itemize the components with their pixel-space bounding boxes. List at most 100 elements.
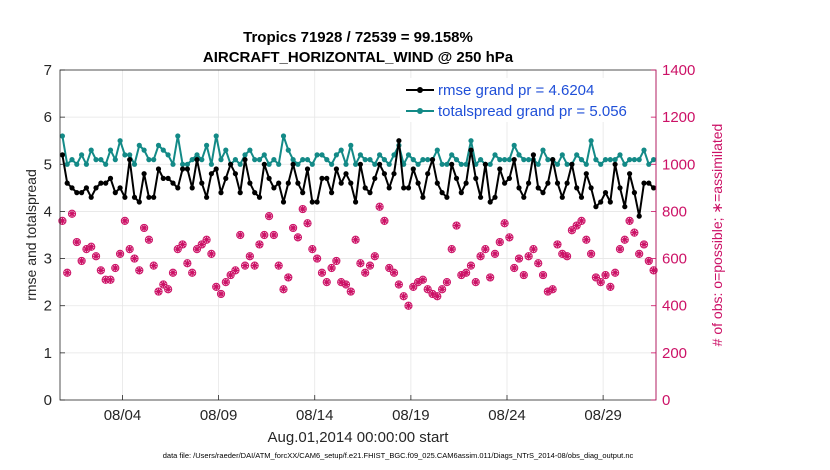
obs-assimilated-marker: [145, 236, 153, 243]
rmse-point: [122, 194, 128, 200]
rmse-point: [256, 194, 263, 200]
rmse-point: [391, 171, 397, 177]
totalspread-point: [578, 157, 585, 163]
obs-possible-marker: [346, 287, 355, 296]
obs-possible-marker: [428, 289, 437, 299]
obs-possible-marker: [418, 275, 427, 284]
obs-assimilated-marker: [530, 245, 537, 253]
totalspread-point: [420, 157, 426, 163]
obs-assimilated-marker: [275, 262, 282, 269]
obs-count-point: [346, 287, 355, 296]
totalspread-point: [506, 157, 512, 163]
rmse-point: [396, 138, 402, 144]
obs-assimilated-marker: [203, 236, 210, 243]
obs-assimilated-marker: [635, 250, 643, 258]
rmse-point: [578, 194, 585, 200]
y-tick-label-right: 600: [662, 251, 687, 268]
obs-possible-marker: [149, 261, 158, 270]
totalspread-point: [141, 147, 147, 153]
legend: rmse grand pr = 4.6204 totalspread grand…: [400, 78, 650, 122]
obs-count-point: [587, 249, 596, 258]
rmse-point: [180, 166, 186, 172]
obs-count-point: [159, 280, 168, 289]
obs-possible-marker: [82, 245, 91, 254]
totalspread-point: [348, 142, 354, 148]
obs-count-point: [375, 202, 384, 211]
rmse-point: [434, 180, 440, 186]
obs-count-point: [471, 278, 480, 287]
totalspread-point: [247, 147, 253, 153]
totalspread-point: [194, 152, 200, 158]
obs-count-point: [529, 245, 538, 254]
rmse-point: [362, 185, 368, 191]
rmse-point: [170, 180, 176, 186]
totalspread-point: [338, 147, 344, 153]
y-tick-label-left: 4: [44, 203, 52, 220]
obs-assimilated-marker: [381, 217, 388, 225]
obs-possible-marker: [481, 245, 490, 254]
y-tick-label-right: 800: [662, 203, 687, 220]
obs-possible-marker: [471, 278, 480, 287]
obs-assimilated-marker: [174, 245, 181, 253]
obs-count-point: [240, 261, 250, 270]
rmse-point: [295, 180, 301, 186]
obs-possible-marker: [587, 249, 596, 258]
obs-possible-marker: [317, 268, 327, 277]
obs-assimilated-marker: [477, 253, 484, 260]
obs-count-point: [87, 242, 96, 251]
totalspread-point: [83, 161, 89, 167]
totalspread-point: [583, 161, 589, 167]
obs-count-point: [317, 268, 327, 277]
rmse-point: [439, 190, 445, 196]
rmse-point: [468, 147, 474, 153]
obs-assimilated-marker: [102, 276, 109, 283]
rmse-point: [155, 166, 162, 172]
rmse-point: [627, 171, 633, 177]
obs-possible-marker: [216, 289, 226, 299]
obs-count-point: [404, 301, 413, 310]
obs-possible-marker: [240, 261, 250, 270]
obs-assimilated-marker: [482, 245, 489, 253]
obs-possible-marker: [125, 245, 134, 254]
rmse-point: [535, 185, 541, 191]
obs-possible-marker: [500, 219, 509, 228]
obs-possible-marker: [96, 266, 105, 275]
rmse-point: [425, 171, 431, 177]
obs-possible-marker: [91, 252, 101, 261]
obs-assimilated-marker: [645, 257, 652, 265]
x-tick-label: 08/09: [200, 407, 238, 424]
rmse-point: [175, 185, 181, 191]
obs-count-point: [361, 268, 370, 277]
rmse-point: [304, 166, 311, 172]
rmse-point: [410, 166, 416, 172]
obs-possible-marker: [298, 204, 307, 214]
obs-count-point: [212, 282, 221, 291]
obs-assimilated-marker: [405, 302, 412, 309]
obs-possible-marker: [164, 285, 173, 294]
obs-assimilated-marker: [376, 203, 383, 210]
obs-count-point: [591, 273, 601, 282]
obs-count-point: [279, 285, 288, 294]
totalspread-point: [93, 157, 99, 163]
totalspread-point: [516, 152, 522, 158]
plot-area: [60, 70, 656, 400]
obs-assimilated-marker: [535, 260, 542, 267]
rmse-point: [88, 194, 94, 200]
obs-count-point: [327, 263, 336, 273]
obs-possible-marker: [188, 268, 197, 277]
obs-count-point: [365, 261, 375, 270]
obs-possible-marker: [111, 263, 120, 273]
totalspread-point: [266, 161, 272, 167]
totalspread-point: [386, 161, 392, 167]
rmse-point: [146, 194, 152, 200]
obs-possible-marker: [529, 245, 538, 254]
totalspread-point: [478, 157, 484, 163]
obs-count-point: [438, 285, 447, 294]
obs-assimilated-marker: [188, 269, 196, 276]
totalspread-point: [165, 152, 171, 158]
obs-assimilated-marker: [131, 255, 138, 262]
left-y-ticks: 0 1 2 3 4 5 6 7: [44, 62, 65, 409]
obs-possible-marker: [447, 245, 456, 254]
totalspread-point: [636, 157, 642, 163]
obs-count-point: [558, 249, 567, 258]
